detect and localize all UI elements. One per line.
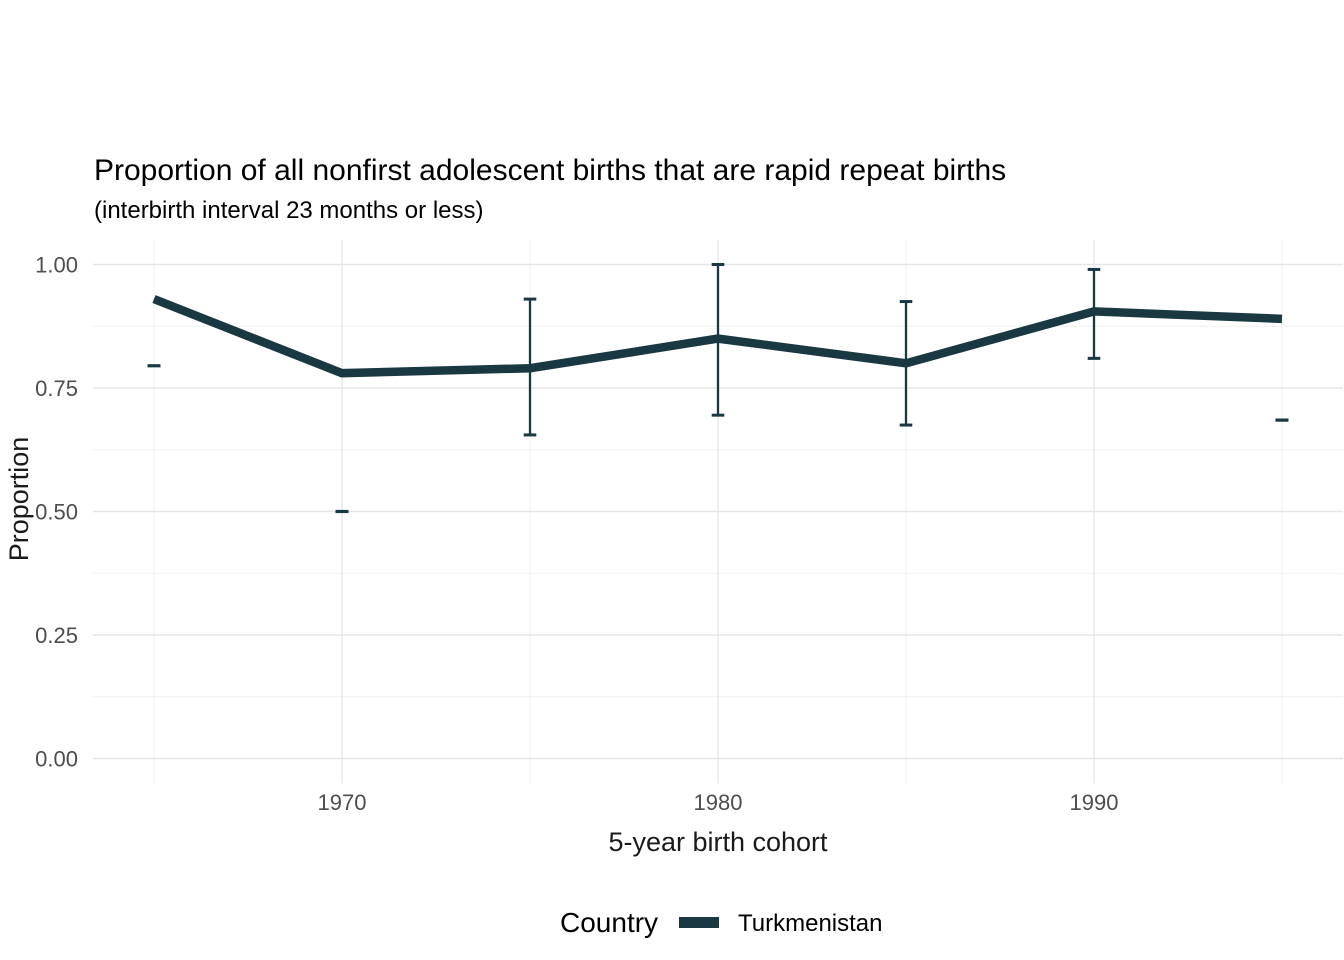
y-tick-label: 0.50 xyxy=(35,500,78,525)
y-axis-title: Proportion xyxy=(4,437,34,562)
y-tick-label: 1.00 xyxy=(35,253,78,278)
legend-item-label: Turkmenistan xyxy=(738,910,883,937)
y-tick-label: 0.25 xyxy=(35,623,78,648)
legend-title: Country xyxy=(560,907,658,938)
x-axis-title: 5-year birth cohort xyxy=(608,827,828,857)
axis-tick-labels: 1.00 0.75 0.50 0.25 0.00 1970 1980 1990 xyxy=(35,253,1118,816)
x-tick-label: 1970 xyxy=(318,790,367,815)
y-tick-label: 0.75 xyxy=(35,376,78,401)
chart-title: Proportion of all nonfirst adolescent bi… xyxy=(94,154,1006,187)
y-tick-label: 0.00 xyxy=(35,747,78,772)
chart-subtitle: (interbirth interval 23 months or less) xyxy=(94,197,483,224)
series-turkmenistan xyxy=(147,263,1289,514)
legend-key-line-icon xyxy=(679,917,719,928)
x-tick-label: 1980 xyxy=(694,790,743,815)
x-tick-label: 1990 xyxy=(1070,790,1119,815)
legend: Country Turkmenistan xyxy=(560,907,883,938)
trend-line-turkmenistan xyxy=(152,295,1283,378)
